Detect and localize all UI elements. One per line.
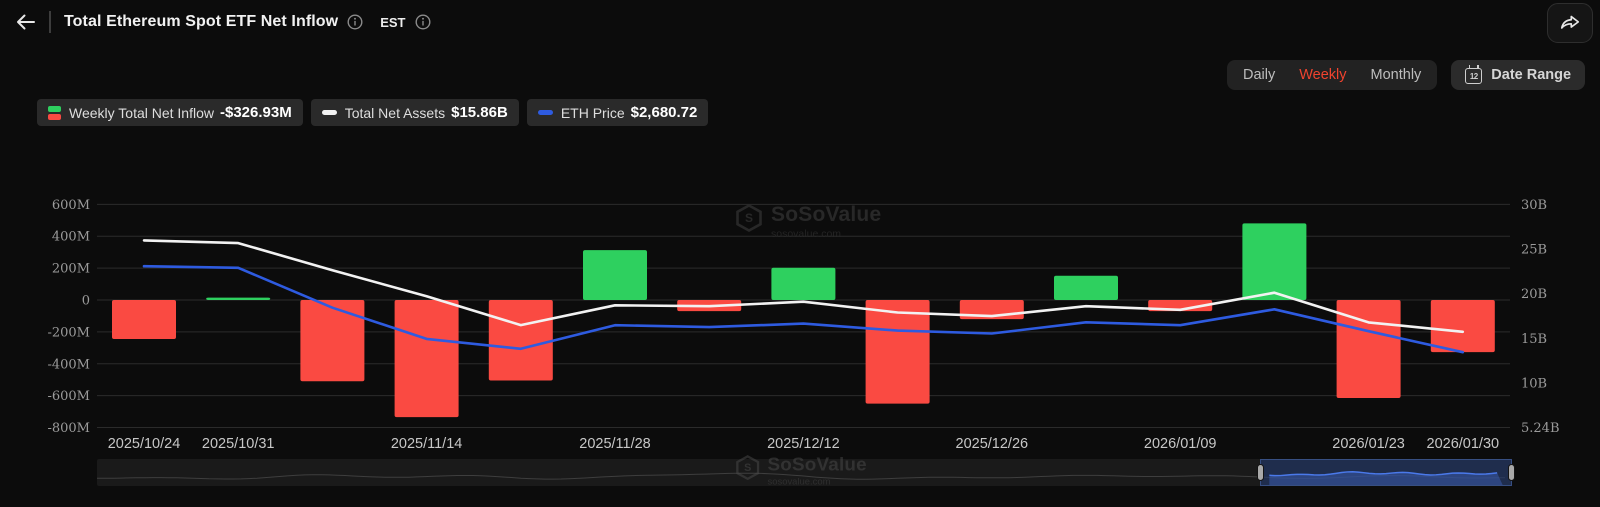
bar-2025/11/07[interactable] [300, 300, 365, 382]
calendar-icon-day: 12 [1469, 72, 1478, 81]
timezone-info-icon[interactable] [415, 14, 431, 30]
bar-2025/12/12[interactable] [771, 267, 836, 300]
legend-item-net-assets[interactable]: Total Net Assets $15.86B [310, 99, 519, 126]
header-divider [49, 11, 51, 33]
date-zoom-slider[interactable] [97, 459, 1515, 486]
svg-text:30B: 30B [1521, 198, 1547, 213]
svg-text:2026/01/23: 2026/01/23 [1332, 436, 1405, 452]
svg-text:2025/10/31: 2025/10/31 [202, 436, 275, 452]
bar-2025/12/19[interactable] [865, 300, 930, 404]
zoom-handle-right[interactable] [1508, 464, 1515, 481]
arrow-left-icon [17, 14, 35, 30]
calendar-icon: 12 [1465, 65, 1483, 84]
legend-item-net-inflow[interactable]: Weekly Total Net Inflow -$326.93M [37, 99, 303, 126]
legend-label: Total Net Assets [344, 104, 446, 121]
timezone-label: EST [380, 14, 406, 30]
bar-series-icon [48, 105, 61, 120]
bar-2025/11/28[interactable] [583, 250, 647, 300]
svg-text:-400M: -400M [47, 357, 90, 372]
svg-text:-200M: -200M [47, 325, 90, 340]
bar-2025/11/21[interactable] [488, 300, 553, 381]
chart-controls: Daily Weekly Monthly 12 Date Range [1227, 60, 1586, 90]
total-net-assets-line[interactable] [142, 239, 1465, 334]
svg-text:2025/11/14: 2025/11/14 [391, 436, 463, 452]
svg-text:0: 0 [82, 294, 90, 309]
chart-legend: Weekly Total Net Inflow -$326.93M Total … [37, 99, 709, 126]
share-icon [1560, 15, 1580, 29]
x-axis-labels: 2025/10/24 2025/10/31 2025/11/14 2025/11/28… [108, 436, 1499, 452]
bar-2026/01/16[interactable] [1242, 223, 1307, 300]
svg-text:2025/12/12: 2025/12/12 [767, 436, 840, 452]
bar-2025/10/31[interactable] [206, 297, 271, 300]
share-button[interactable] [1547, 3, 1593, 43]
date-range-label: Date Range [1491, 67, 1572, 83]
svg-text:2025/11/28: 2025/11/28 [579, 436, 651, 452]
svg-text:5.24B: 5.24B [1521, 421, 1560, 436]
legend-value: $2,680.72 [630, 104, 698, 121]
svg-text:10B: 10B [1521, 376, 1547, 391]
date-range-button[interactable]: 12 Date Range [1451, 60, 1586, 90]
zoom-selection-window[interactable] [1257, 459, 1515, 486]
title-info-icon[interactable] [347, 14, 363, 30]
left-axis-labels: 600M 400M 200M 0 -200M -400M -600M -800M [47, 198, 90, 436]
svg-text:2025/12/26: 2025/12/26 [956, 436, 1029, 452]
white-line-icon [321, 110, 337, 115]
legend-label: ETH Price [560, 104, 625, 121]
interval-tabs: Daily Weekly Monthly [1227, 60, 1438, 90]
net-inflow-bars[interactable] [112, 223, 1495, 418]
svg-text:400M: 400M [52, 230, 90, 245]
svg-text:20B: 20B [1521, 287, 1547, 302]
svg-text:2025/10/24: 2025/10/24 [108, 436, 181, 452]
legend-value: $15.86B [451, 104, 508, 121]
zoom-handle-left[interactable] [1257, 464, 1264, 481]
bar-2025/10/24[interactable] [112, 300, 176, 340]
bar-2026/01/02[interactable] [1054, 275, 1118, 300]
legend-item-eth-price[interactable]: ETH Price $2,680.72 [526, 99, 709, 126]
svg-text:2026/01/09: 2026/01/09 [1144, 436, 1217, 452]
legend-label: Weekly Total Net Inflow [69, 104, 214, 121]
back-button[interactable] [14, 12, 36, 32]
svg-text:200M: 200M [52, 262, 90, 277]
svg-text:-800M: -800M [47, 421, 90, 436]
navigator-selected-line [1269, 471, 1503, 485]
eth-price-line[interactable] [142, 264, 1465, 354]
tab-daily[interactable]: Daily [1243, 67, 1276, 83]
svg-text:-600M: -600M [47, 389, 90, 404]
bar-2026/01/30[interactable] [1430, 300, 1495, 353]
legend-value: -$326.93M [220, 104, 292, 121]
tab-weekly[interactable]: Weekly [1299, 67, 1347, 83]
svg-text:600M: 600M [52, 198, 90, 213]
page-title: Total Ethereum Spot ETF Net Inflow [64, 13, 339, 30]
svg-text:2026/01/30: 2026/01/30 [1427, 436, 1500, 452]
svg-text:15B: 15B [1521, 332, 1547, 347]
blue-line-icon [537, 110, 553, 115]
tab-monthly[interactable]: Monthly [1370, 67, 1422, 83]
header-bar: Total Ethereum Spot ETF Net Inflow EST [0, 0, 1600, 44]
right-axis-labels: 30B 25B 20B 15B 10B 5.24B [1521, 198, 1560, 436]
bar-2025/11/14[interactable] [394, 300, 459, 418]
svg-text:25B: 25B [1521, 243, 1547, 258]
